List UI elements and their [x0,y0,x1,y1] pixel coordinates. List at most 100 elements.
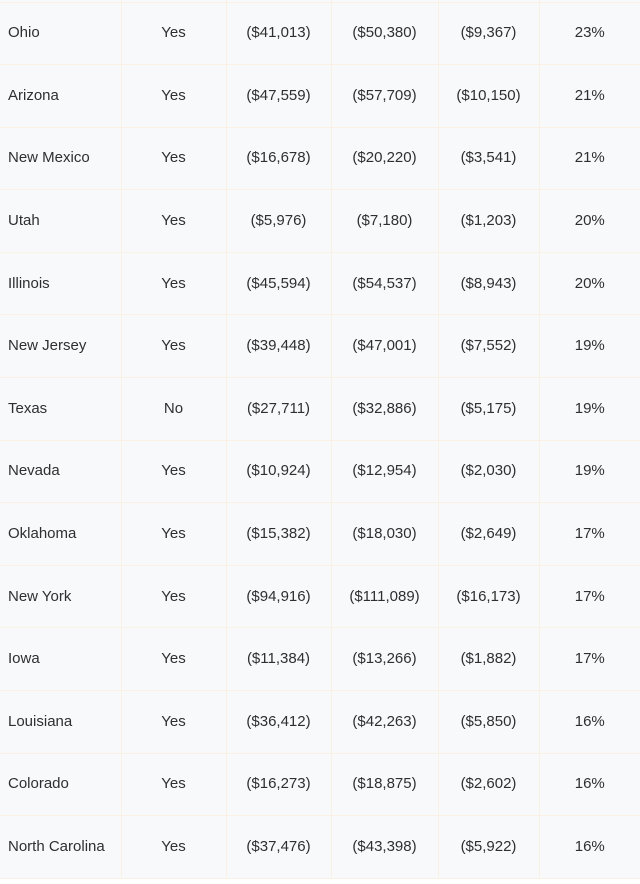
cell-percent: 17% [538,502,640,566]
cell-amount-3: ($5,175) [437,377,540,441]
cell-yes-no: Yes [120,627,227,692]
cell-amount-2: ($7,180) [330,189,439,253]
cell-amount-2: ($54,537) [330,251,439,316]
cell-percent: 17% [538,564,640,629]
cell-amount-2: ($18,875) [330,752,439,817]
cell-percent: 20% [538,189,640,253]
cell-amount-2: ($47,001) [330,314,439,379]
cell-amount-1: ($15,382) [225,502,332,566]
table-row: North Carolina Yes ($37,476) ($43,398) ($5,9… [0,815,640,879]
cell-percent: 19% [538,439,640,504]
cell-yes-no: Yes [120,502,227,566]
cell-amount-3: ($9,367) [437,1,540,66]
table-row: Arizona Yes ($47,559) ($57,709) ($10,150) 21% [0,64,640,128]
cell-yes-no: No [120,377,227,441]
cell-amount-3: ($10,150) [437,64,540,128]
cell-yes-no: Yes [120,752,227,817]
cell-amount-1: ($5,976) [225,189,332,253]
cell-percent: 23% [538,1,640,66]
cell-amount-3: ($5,850) [437,690,540,754]
cell-percent: 16% [538,752,640,817]
cell-state: Arizona [0,64,122,128]
table-row: Nevada Yes ($10,924) ($12,954) ($2,030) 19% [0,439,640,504]
table-row: Texas No ($27,711) ($32,886) ($5,175) 19% [0,377,640,441]
cell-amount-3: ($3,541) [437,126,540,191]
cell-amount-2: ($13,266) [330,627,439,692]
cell-amount-2: ($18,030) [330,502,439,566]
cell-percent: 19% [538,377,640,441]
cell-state: Oklahoma [0,502,122,566]
cell-state: Illinois [0,251,122,316]
cell-amount-2: ($50,380) [330,1,439,66]
cell-amount-1: ($94,916) [225,564,332,629]
cell-state: Iowa [0,627,122,692]
cell-amount-1: ($36,412) [225,690,332,754]
cell-yes-no: Yes [120,126,227,191]
cell-amount-2: ($43,398) [330,815,439,879]
cell-amount-1: ($11,384) [225,627,332,692]
cell-yes-no: Yes [120,690,227,754]
cell-yes-no: Yes [120,314,227,379]
cell-amount-2: ($32,886) [330,377,439,441]
cell-amount-3: ($2,030) [437,439,540,504]
cell-amount-3: ($5,922) [437,815,540,879]
table-row: New Jersey Yes ($39,448) ($47,001) ($7,552) 1… [0,314,640,379]
cell-yes-no: Yes [120,439,227,504]
table-row: Louisiana Yes ($36,412) ($42,263) ($5,850) 16… [0,690,640,754]
cell-amount-3: ($2,649) [437,502,540,566]
cell-amount-2: ($20,220) [330,126,439,191]
partial-cell [538,0,640,3]
cell-amount-2: ($111,089) [330,564,439,629]
cell-amount-2: ($42,263) [330,690,439,754]
cell-yes-no: Yes [120,189,227,253]
cell-amount-1: ($47,559) [225,64,332,128]
cell-amount-3: ($7,552) [437,314,540,379]
cell-state: Ohio [0,1,122,66]
cell-yes-no: Yes [120,251,227,316]
cell-percent: 16% [538,815,640,879]
table-row: Illinois Yes ($45,594) ($54,537) ($8,943) 20% [0,251,640,316]
cell-amount-1: ($45,594) [225,251,332,316]
table-row: Iowa Yes ($11,384) ($13,266) ($1,882) 17% [0,627,640,692]
cell-amount-1: ($16,678) [225,126,332,191]
table-row: New York Yes ($94,916) ($111,089) ($16,173) 1… [0,564,640,629]
cell-amount-2: ($57,709) [330,64,439,128]
cell-yes-no: Yes [120,1,227,66]
cell-amount-1: ($37,476) [225,815,332,879]
cell-state: Utah [0,189,122,253]
cell-amount-1: ($16,273) [225,752,332,817]
cell-amount-3: ($2,602) [437,752,540,817]
cell-state: Texas [0,377,122,441]
cell-percent: 16% [538,690,640,754]
table-row: New Mexico Yes ($16,678) ($20,220) ($3,541) 2… [0,126,640,191]
cell-amount-1: ($39,448) [225,314,332,379]
cell-percent: 20% [538,251,640,316]
cell-state: New Jersey [0,314,122,379]
cell-percent: 21% [538,64,640,128]
cell-state: Colorado [0,752,122,817]
cell-amount-3: ($1,882) [437,627,540,692]
cell-yes-no: Yes [120,64,227,128]
cell-yes-no: Yes [120,815,227,879]
table-row: Colorado Yes ($16,273) ($18,875) ($2,602) 16% [0,752,640,817]
cell-state: Louisiana [0,690,122,754]
cell-amount-1: ($27,711) [225,377,332,441]
table-row: Ohio Yes ($41,013) ($50,380) ($9,367) 23% [0,1,640,66]
table-row: Utah Yes ($5,976) ($7,180) ($1,203) 20% [0,189,640,253]
cell-amount-3: ($1,203) [437,189,540,253]
table-row: Oklahoma Yes ($15,382) ($18,030) ($2,649) 17% [0,502,640,566]
cell-amount-1: ($41,013) [225,1,332,66]
cell-percent: 21% [538,126,640,191]
cell-yes-no: Yes [120,564,227,629]
cell-percent: 17% [538,627,640,692]
cell-state: New Mexico [0,126,122,191]
partial-row-top [0,0,640,3]
cell-state: Nevada [0,439,122,504]
cell-percent: 19% [538,314,640,379]
cell-amount-3: ($16,173) [437,564,540,629]
cell-amount-3: ($8,943) [437,251,540,316]
cell-state: New York [0,564,122,629]
cell-amount-1: ($10,924) [225,439,332,504]
